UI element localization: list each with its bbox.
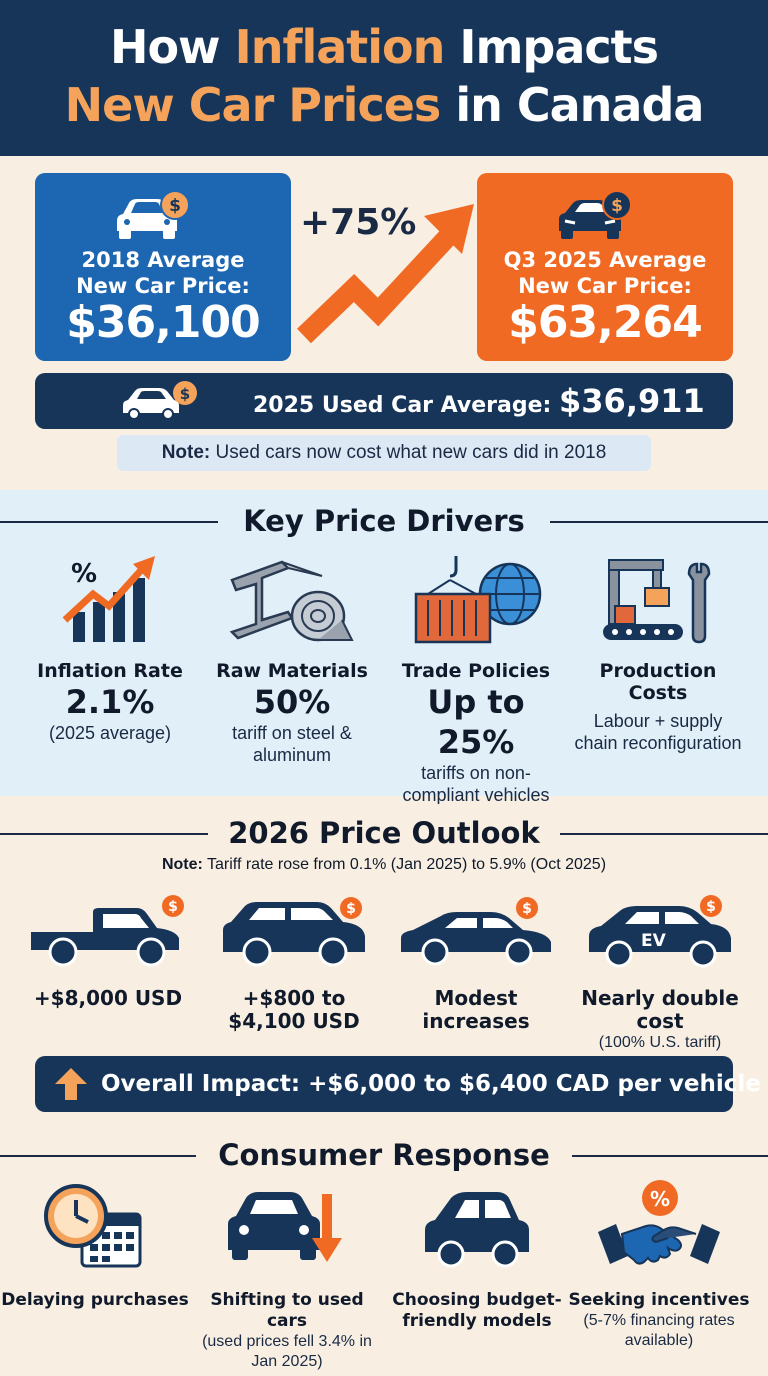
arrow-up-icon (55, 1068, 87, 1100)
pickup-truck-icon: $ (31, 895, 184, 967)
car-dollar-icon: $ (123, 381, 197, 420)
driver-trade-policies: Trade Policies Up to 25% tariffs on non-… (388, 550, 564, 806)
2025-price-box: $ Q3 2025 Average New Car Price: $63,264 (477, 173, 733, 361)
consumer-response-section: Consumer Response Delaying purchases (0, 1138, 768, 1376)
price-comparison-section: $ 2018 Average New Car Price: $36,100 +7… (0, 156, 768, 482)
driver-raw-materials: Raw Materials 50% tariff on steel & alum… (204, 550, 380, 766)
sedan-icon: $ (401, 897, 551, 966)
price-outlook-section: 2026 Price Outlook Note: Tariff rate ros… (0, 804, 768, 1144)
header-banner: How Inflation Impacts New Car Prices in … (0, 0, 768, 156)
response-incentives: % Seeking incentives (5-7% financing rat… (564, 1176, 754, 1351)
response-shifting-used: Shifting to used cars (used prices fell … (192, 1176, 382, 1372)
2018-price-box: $ 2018 Average New Car Price: $36,100 (35, 173, 291, 361)
robot-arm-wrench-icon (603, 559, 711, 644)
overall-impact-bar: Overall Impact: +$6,000 to $6,400 CAD pe… (35, 1056, 761, 1112)
svg-text:$: $ (611, 196, 623, 216)
overall-impact-text: Overall Impact: +$6,000 to $6,400 CAD pe… (101, 1071, 761, 1097)
svg-text:$: $ (168, 899, 178, 915)
2018-price-value: $36,100 (66, 297, 260, 348)
2025-price-value: $63,264 (508, 297, 702, 348)
response-budget-models: Choosing budget-friendly models (382, 1176, 572, 1332)
outlook-section-title: 2026 Price Outlook (0, 816, 768, 850)
price-change-percent: +75% (300, 202, 417, 243)
vehicle-pickup-truck: $ +$8,000 USD (18, 894, 198, 1010)
shipping-container-globe-icon (414, 556, 542, 644)
used-car-average-value: $36,911 (559, 382, 705, 420)
2018-price-label: 2018 Average New Car Price: (76, 248, 250, 298)
svg-text:%: % (71, 559, 97, 589)
compact-car-icon (425, 1192, 529, 1268)
drivers-section-title: Key Price Drivers (0, 504, 768, 538)
response-section-title: Consumer Response (0, 1138, 768, 1172)
title-part-1: How (109, 20, 235, 74)
svg-text:$: $ (522, 901, 532, 917)
vehicle-sedan: $ Modest increases (386, 894, 566, 1033)
car-dollar-icon: $ (559, 190, 632, 239)
svg-text:$: $ (180, 385, 190, 403)
used-car-note: Note: Used cars now cost what new cars d… (117, 435, 651, 471)
car-down-arrow-icon (228, 1192, 342, 1262)
used-car-average-bar: $ 2025 Used Car Average: $36,911 (35, 373, 733, 429)
rising-arrow-icon (297, 204, 474, 344)
vehicle-ev: EV $ Nearly double cost (100% U.S. tarif… (570, 894, 750, 1053)
svg-text:EV: EV (641, 931, 667, 951)
title-accent-1: Inflation (234, 20, 446, 74)
svg-text:%: % (650, 1187, 670, 1211)
clock-calendar-icon (44, 1184, 142, 1268)
svg-text:$: $ (169, 196, 181, 216)
steel-beam-icon (229, 560, 354, 642)
2025-price-label: Q3 2025 Average New Car Price: (503, 248, 707, 298)
used-car-average-text: 2025 Used Car Average: $36,911 (253, 382, 705, 420)
inflation-chart-icon: % (62, 556, 155, 642)
suv-icon: $ (223, 897, 365, 967)
title-part-3: in Canada (440, 78, 704, 132)
page-title: How Inflation Impacts New Car Prices in … (0, 0, 768, 134)
response-delaying: Delaying purchases (0, 1176, 190, 1311)
svg-text:$: $ (706, 899, 716, 915)
electric-vehicle-icon: EV $ (589, 895, 731, 968)
driver-inflation-rate: % Inflation Rate 2.1% (2025 average) (22, 550, 198, 744)
driver-production-costs: Production Costs Labour + supply chain r… (570, 550, 746, 754)
handshake-percent-icon: % (598, 1180, 720, 1265)
title-accent-2: New Car Prices (64, 78, 442, 132)
key-price-drivers-section: Key Price Drivers % Inflation Rate 2.1% … (0, 490, 768, 805)
svg-text:$: $ (346, 901, 356, 917)
car-dollar-icon: $ (117, 190, 190, 239)
tariff-note: Note: Tariff rate rose from 0.1% (Jan 20… (161, 856, 607, 873)
vehicle-suv: $ +$800 to $4,100 USD (204, 894, 384, 1033)
title-part-2: Impacts (444, 20, 659, 74)
